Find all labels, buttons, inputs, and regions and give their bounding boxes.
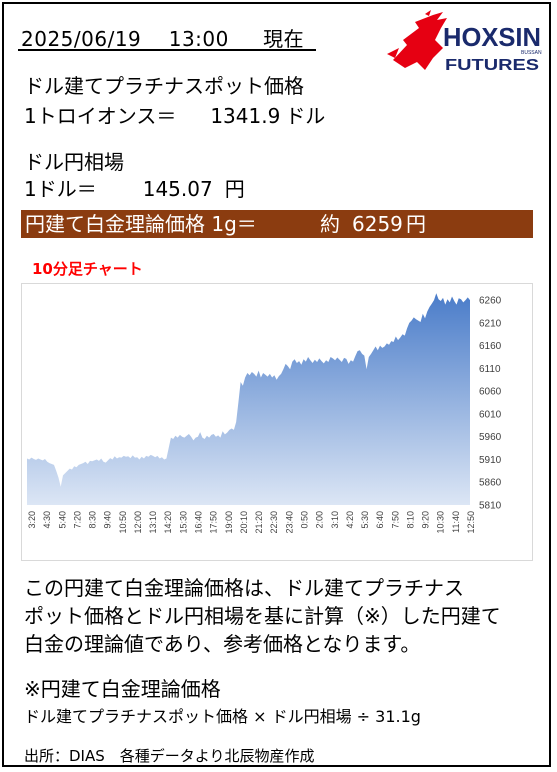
x-tick-label: 20:10 <box>239 511 249 534</box>
date-text: 2025/06/19 <box>21 27 142 51</box>
formula-text: ドル建てプラチナスポット価格 × ドル円相場 ÷ 31.1g <box>24 707 421 726</box>
fx-row: 1ドル＝ 145.07 円 <box>24 173 245 202</box>
y-tick-label: 5860 <box>479 478 502 489</box>
x-tick-label: 7:20 <box>72 511 82 529</box>
explanation-line-1: この円建て白金理論価格は、ドル建てプラチナス <box>24 576 464 600</box>
x-tick-label: 4:30 <box>42 511 52 529</box>
source-note: 出所：DIAS 各種データより北辰物産作成 <box>24 747 315 765</box>
y-tick-label: 6160 <box>479 341 502 352</box>
x-tick-label: 13:10 <box>148 511 158 534</box>
logo-sub: FUTURES <box>445 57 539 74</box>
x-tick-label: 5:40 <box>57 511 67 529</box>
logo-small: BUSSAN <box>521 50 542 56</box>
x-tick-label: 7:50 <box>390 511 400 529</box>
status-text: 現在 <box>263 27 305 51</box>
y-tick-label: 6110 <box>479 364 501 375</box>
fx-value: 145.07 <box>142 177 213 201</box>
x-tick-label: 12:50 <box>466 511 476 534</box>
x-tick-label: 6:40 <box>375 511 385 529</box>
x-tick-label: 22:30 <box>269 511 279 534</box>
platinum-row: 1トロイオンス＝ 1341.9 ドル <box>24 100 325 129</box>
price-chart: 5810 5860 5910 5960 6010 6060 6110 6160 6210 6260… <box>21 283 533 561</box>
logo-mark-accent <box>387 10 431 58</box>
x-tick-label: 3:10 <box>330 511 340 529</box>
x-tick-label: 8:30 <box>88 511 98 529</box>
x-tick-label: 3:20 <box>27 511 37 529</box>
fx-label: ドル円相場 <box>24 150 124 174</box>
theoretical-price-banner: 円建て白金理論価格 1g＝ 約 6259 円 <box>21 210 533 238</box>
company-logo: HOXSIN BUSSAN FUTURES <box>387 10 542 74</box>
fx-currency: 円 <box>224 177 245 201</box>
x-tick-label: 5:30 <box>360 511 370 529</box>
x-tick-label: 21:20 <box>254 511 264 534</box>
y-tick-label: 6010 <box>479 409 502 420</box>
y-tick-label: 6210 <box>479 318 502 329</box>
banner-value: 6259 <box>352 212 403 236</box>
x-tick-label: 9:20 <box>421 511 431 529</box>
explanation-line-3: 白金の理論値であり、参考価格となります。 <box>24 632 421 656</box>
x-tick-label: 9:40 <box>103 511 113 529</box>
x-tick-label: 16:40 <box>194 511 204 534</box>
x-tick-label: 10:30 <box>436 511 446 534</box>
x-tick-label: 0:50 <box>300 511 310 529</box>
x-tick-label: 17:50 <box>209 511 219 534</box>
x-tick-label: 19:00 <box>224 511 234 534</box>
price-area <box>27 293 470 505</box>
y-tick-label: 5810 <box>479 501 502 512</box>
platinum-label: ドル建てプラチナスポット価格 <box>24 74 304 98</box>
timestamp: 2025/06/19 13:00 現在 <box>21 23 304 52</box>
banner-label: 円建て白金理論価格 1g＝ <box>25 212 257 236</box>
x-tick-label: 14:20 <box>163 511 173 534</box>
x-tick-label: 4:20 <box>345 511 355 529</box>
platinum-currency: ドル <box>285 104 326 128</box>
x-tick-label: 10:50 <box>118 511 128 534</box>
y-tick-label: 5910 <box>479 455 502 466</box>
formula-title: ※円建て白金理論価格 <box>24 677 221 701</box>
logo-name: HOXSIN <box>443 22 541 52</box>
y-tick-label: 6260 <box>479 296 502 307</box>
y-tick-label: 5960 <box>479 432 502 443</box>
x-tick-label: 15:30 <box>178 511 188 534</box>
platinum-value: 1341.9 <box>210 104 281 128</box>
platinum-unit: 1トロイオンス＝ <box>24 104 177 128</box>
x-tick-label: 12:00 <box>133 511 143 534</box>
x-tick-label: 11:40 <box>451 511 461 533</box>
x-tick-label: 2:00 <box>315 511 325 529</box>
x-tick-label: 23:40 <box>284 511 294 534</box>
chart-title: 10分足チャート <box>32 260 143 278</box>
fx-unit: 1ドル＝ <box>24 177 97 201</box>
timestamp-underline <box>18 49 316 51</box>
explanation-line-2: ポット価格とドル円相場を基に計算（※）した円建て <box>24 604 501 628</box>
banner-currency: 円 <box>406 212 426 236</box>
banner-approx: 約 <box>320 212 340 236</box>
x-tick-label: 8:10 <box>405 511 415 529</box>
logo-mark <box>393 12 447 70</box>
y-tick-label: 6060 <box>479 387 502 398</box>
time-text: 13:00 <box>168 27 229 51</box>
